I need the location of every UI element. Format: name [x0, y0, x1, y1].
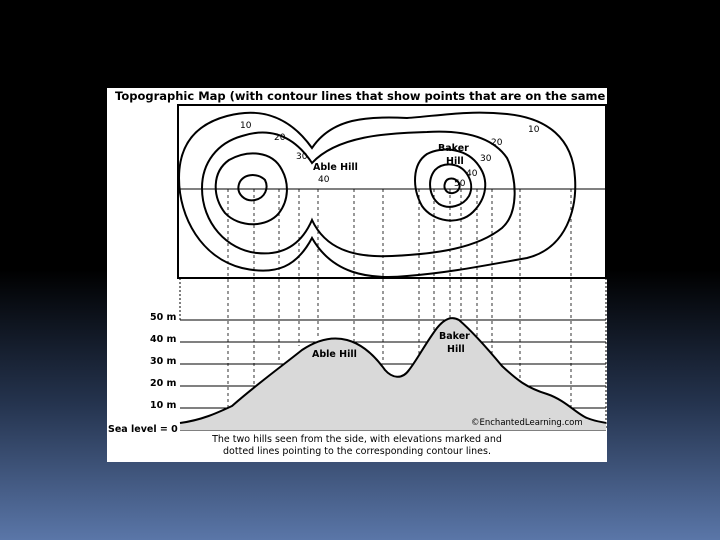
map-label-40-right: 40 — [466, 169, 478, 179]
contour-40-able — [237, 174, 268, 202]
elevation-label-50: 50 m — [150, 312, 177, 323]
map-label-20-right: 20 — [491, 138, 503, 148]
elevation-label-20: 20 m — [150, 378, 177, 389]
frame-dotted-edges — [179, 278, 607, 430]
credit-label: ©EnchantedLearning.com — [471, 418, 583, 428]
elevation-label-10: 10 m — [150, 400, 177, 411]
profile-fill — [180, 318, 606, 430]
map-label-baker-1: Baker — [438, 143, 469, 154]
map-label-30-left: 30 — [296, 152, 308, 162]
map-label-10-left: 10 — [240, 121, 252, 131]
elevation-label-sea-level: Sea level = 0 — [108, 424, 178, 435]
contour-30-able — [214, 152, 288, 226]
contour-40-baker — [429, 163, 473, 208]
contour-20 — [200, 130, 516, 258]
map-label-20-left: 20 — [274, 133, 286, 143]
elevation-label-40: 40 m — [150, 334, 177, 345]
map-label-baker-2: Hill — [446, 156, 464, 167]
figure-title: Topographic Map (with contour lines that… — [115, 89, 607, 103]
profile-outline — [179, 317, 607, 424]
profile-label-able-hill: Able Hill — [312, 349, 357, 360]
map-frame — [177, 104, 607, 279]
map-label-able-hill: Able Hill — [313, 162, 358, 173]
contour-30-baker — [414, 148, 487, 222]
map-label-30-right: 30 — [480, 154, 492, 164]
profile-label-baker-2: Hill — [447, 344, 465, 355]
topographic-figure: Topographic Map (with contour lines that… — [107, 88, 607, 462]
topographic-drawing: Topographic Map (with contour lines that… — [108, 89, 607, 435]
projection-lines — [227, 189, 572, 410]
contour-50-baker — [443, 177, 461, 195]
map-label-40-left: 40 — [318, 175, 330, 185]
map-label-50-right: 50 — [454, 179, 466, 189]
contour-10 — [177, 111, 577, 278]
figure-caption: The two hills seen from the side, with e… — [212, 434, 502, 457]
map-label-10-right: 10 — [528, 125, 540, 135]
elevation-label-30: 30 m — [150, 356, 177, 367]
profile-label-baker-1: Baker — [439, 331, 470, 342]
